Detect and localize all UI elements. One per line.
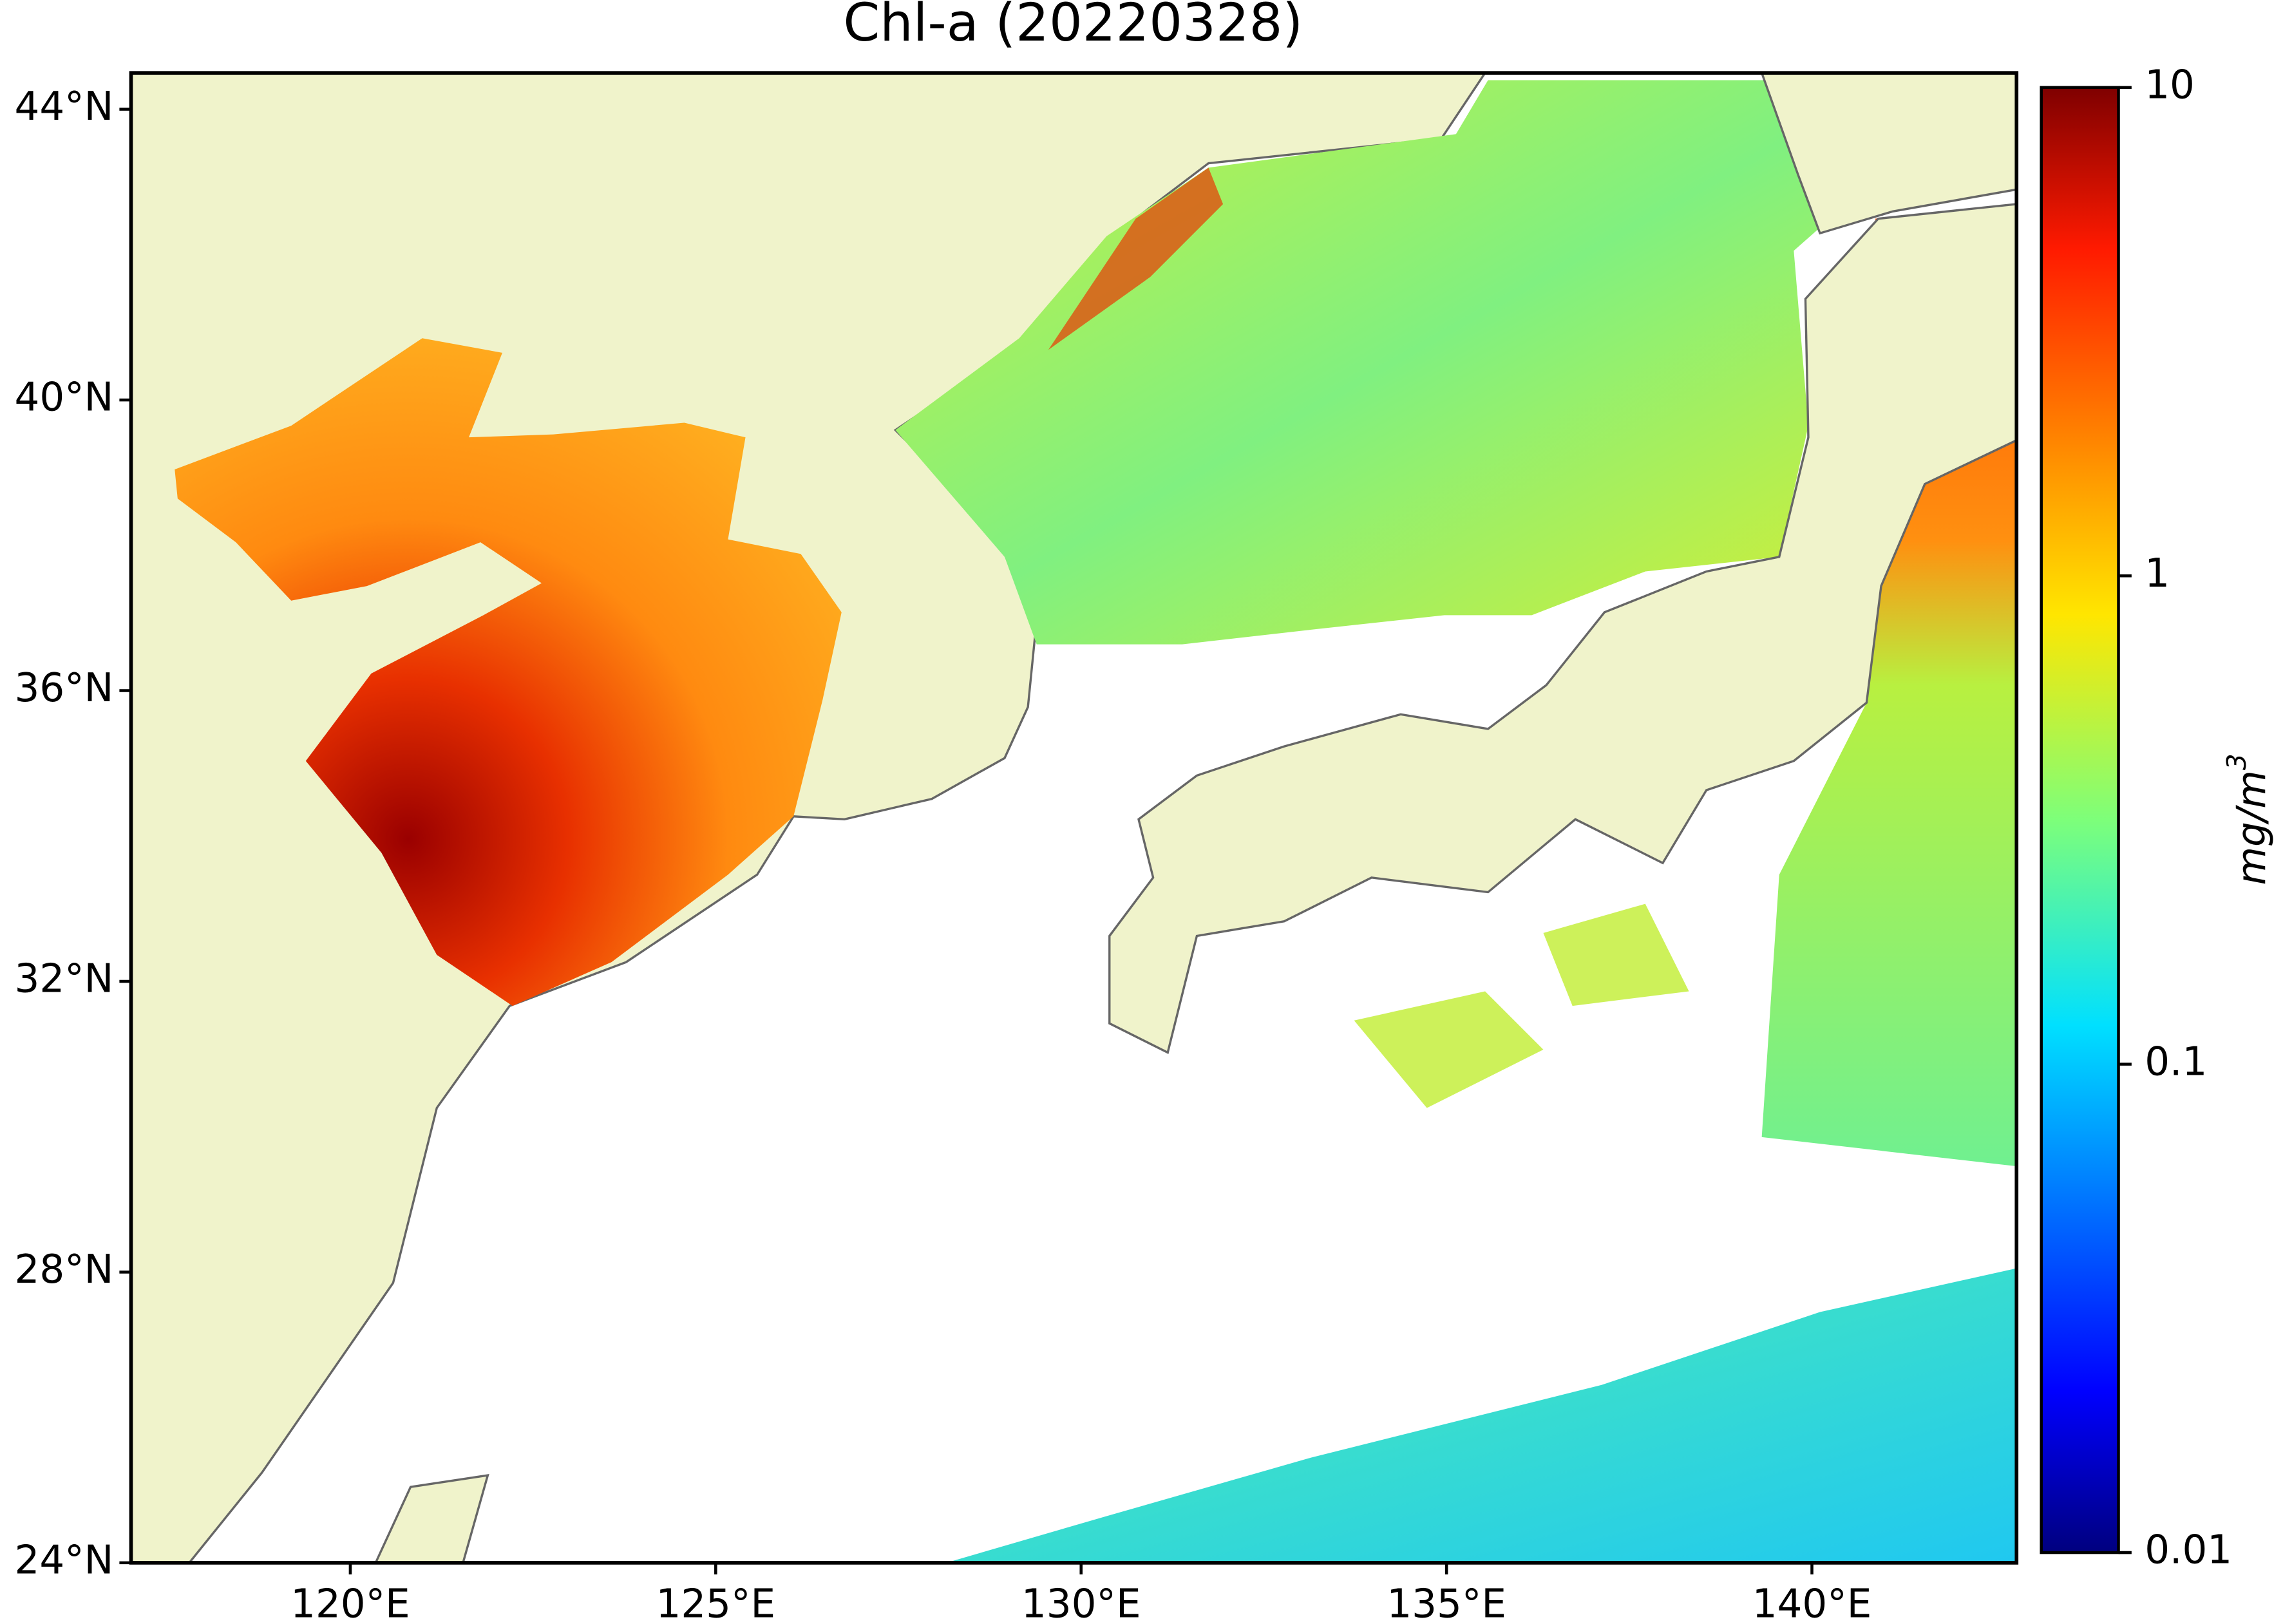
chl-patches <box>1354 991 1544 1108</box>
colorbar-label-superscript: 3 <box>2221 753 2252 770</box>
x-tick-label: 120°E <box>290 1581 410 1624</box>
y-tick-label: 40°N <box>14 375 113 420</box>
map-area <box>131 73 2017 1563</box>
map-frame <box>129 71 2019 1565</box>
land-taiwan <box>374 1474 489 1563</box>
chl-patches <box>1543 903 1689 1006</box>
colorbar-label: mg/m3 <box>2221 753 2275 885</box>
y-tick-label: 44°N <box>14 84 113 129</box>
y-tick-label: 36°N <box>14 665 113 711</box>
x-tick-label: 135°E <box>1387 1581 1506 1624</box>
land-russia <box>1760 73 2017 235</box>
y-tick-label: 32°N <box>14 956 113 1002</box>
y-tick-label: 28°N <box>14 1247 113 1292</box>
x-tick-label: 125°E <box>656 1581 776 1624</box>
title: Chl-a (20220328) <box>843 0 1303 53</box>
y-tick-label: 24°N <box>14 1537 113 1583</box>
chl-south <box>946 1268 2017 1563</box>
colorbar <box>2040 86 2120 1554</box>
colorbar-tick-label: 0.1 <box>2145 1039 2207 1084</box>
chl-yellow-sea <box>175 338 842 1006</box>
x-tick-label: 140°E <box>1752 1581 1872 1624</box>
land-japan <box>1108 203 2017 1055</box>
colorbar-tick-label: 1 <box>2145 551 2170 596</box>
colorbar-label-text: mg/m <box>2228 770 2274 885</box>
colorbar-tick-label: 10 <box>2145 62 2195 108</box>
chl-korea-coast <box>1048 167 1224 350</box>
colorbar-tick-label: 0.01 <box>2145 1527 2232 1573</box>
x-tick-label: 130°E <box>1021 1581 1141 1624</box>
